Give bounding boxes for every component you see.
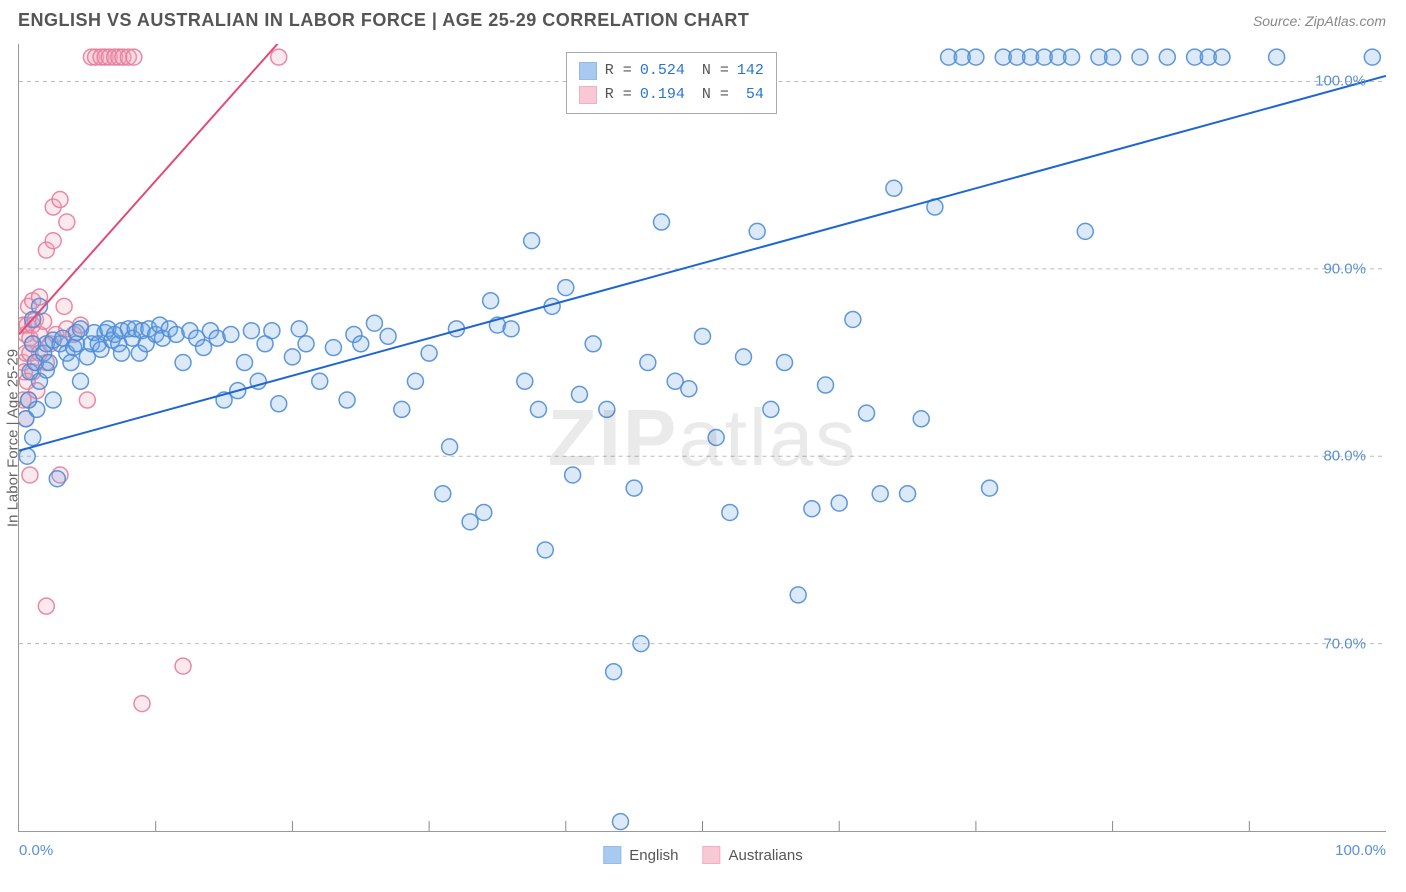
y-tick-label: 90.0% xyxy=(1323,260,1366,277)
stats-row-english: R = 0.524 N = 142 xyxy=(579,59,764,83)
swatch-english xyxy=(603,846,621,864)
stats-row-australians: R = 0.194 N = 54 xyxy=(579,83,764,107)
swatch-australians xyxy=(579,86,597,104)
x-tick-label: 0.0% xyxy=(19,842,53,859)
y-tick-label: 70.0% xyxy=(1323,635,1366,652)
legend-item-australians: Australians xyxy=(703,846,803,864)
swatch-australians xyxy=(703,846,721,864)
legend-label: Australians xyxy=(729,847,803,864)
stats-legend: R = 0.524 N = 142 R = 0.194 N = 54 xyxy=(566,52,777,114)
x-tick-label: 100.0% xyxy=(1335,842,1386,859)
chart-area: In Labor Force | Age 25-29 ZIPatlas 70.0… xyxy=(18,44,1386,832)
chart-title: ENGLISH VS AUSTRALIAN IN LABOR FORCE | A… xyxy=(18,10,749,31)
bottom-legend: English Australians xyxy=(603,846,802,864)
swatch-english xyxy=(579,62,597,80)
legend-item-english: English xyxy=(603,846,678,864)
legend-label: English xyxy=(629,847,678,864)
y-tick-label: 80.0% xyxy=(1323,448,1366,465)
source-label: Source: ZipAtlas.com xyxy=(1253,13,1386,29)
y-tick-label: 100.0% xyxy=(1315,73,1366,90)
scatter-plot xyxy=(19,44,1386,831)
